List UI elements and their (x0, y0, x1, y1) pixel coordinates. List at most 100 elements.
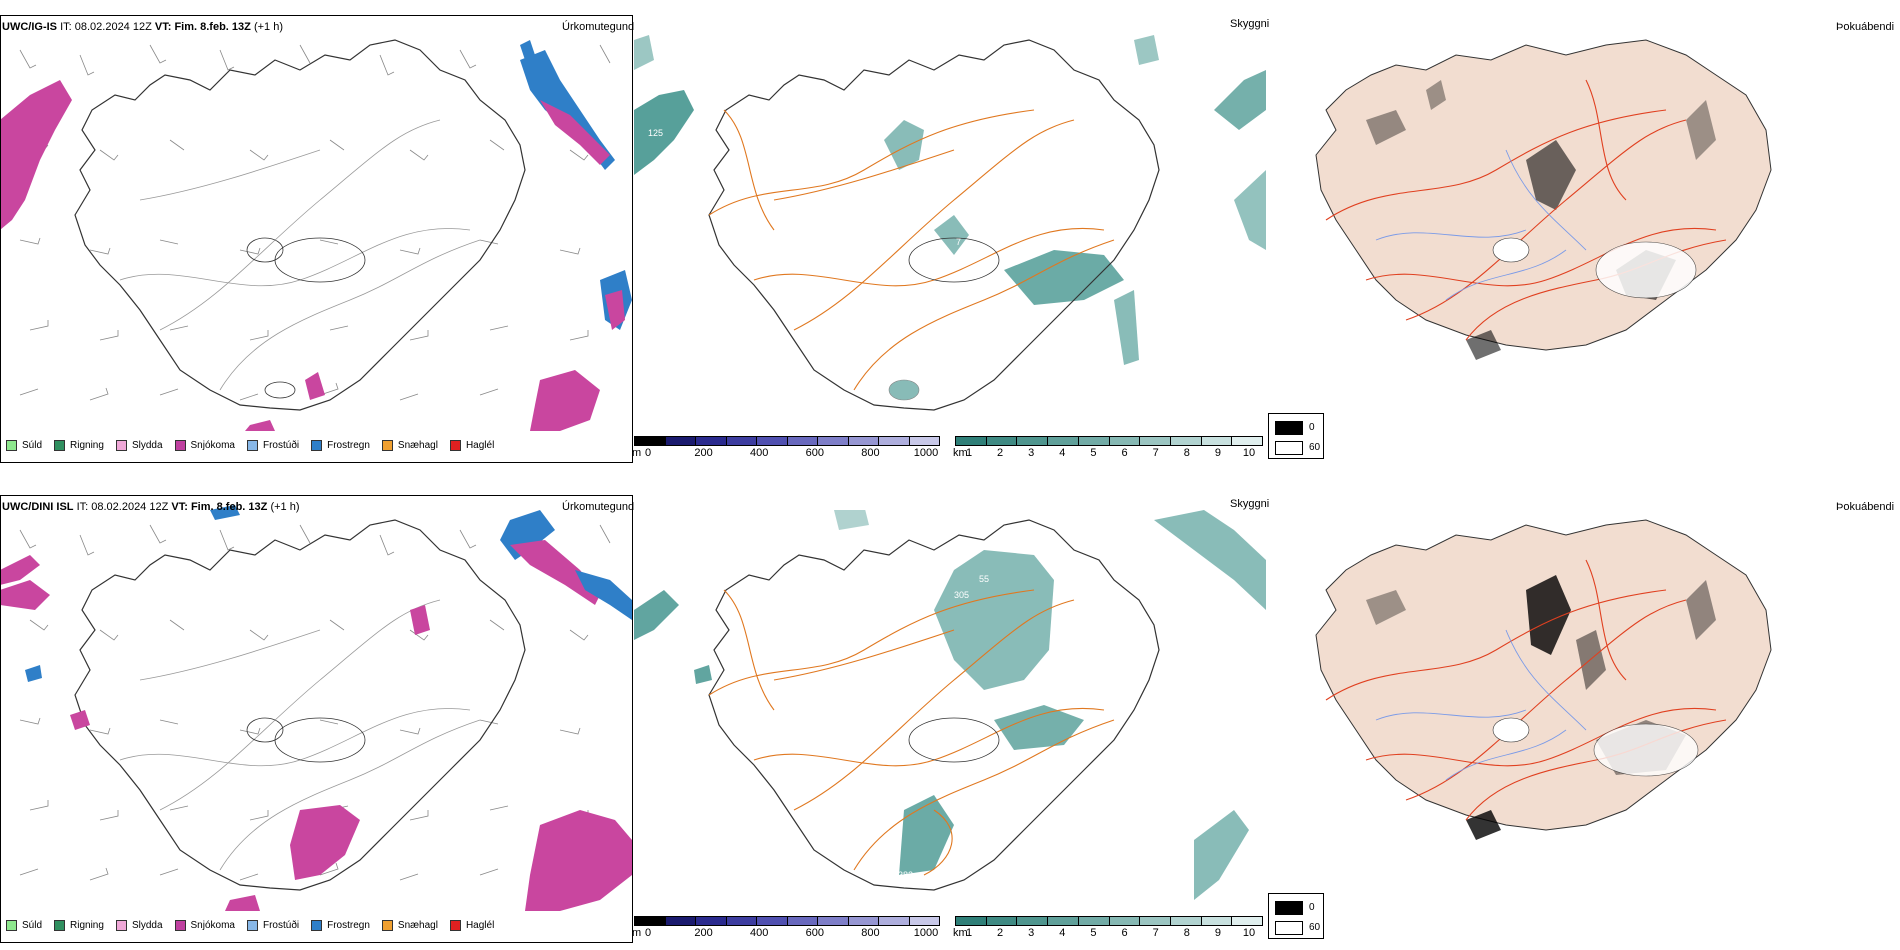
legend-label: Frostregn (327, 920, 370, 931)
legend-item: Frostregn (311, 920, 370, 931)
legend-label: Frostúði (262, 440, 300, 451)
legend-item: Súld (6, 440, 42, 451)
legend-swatch (246, 440, 258, 451)
colorbar-tick-label: 1 (965, 927, 973, 939)
legend-item: Súld (6, 920, 42, 931)
colorbar-segment (848, 917, 879, 925)
colorbar-segment (665, 917, 696, 925)
vt-label: VT: (171, 501, 188, 513)
fog-key-low: 0 (1309, 902, 1315, 913)
precip-legend: Súld Rigning Slydda Snjókoma Frostúði Frostre… (6, 920, 506, 931)
legend-label: Haglél (465, 920, 495, 931)
colorbar-tick-label: 400 (750, 927, 769, 939)
legend-label: Snjókoma (190, 920, 235, 931)
visibility-title: Skyggni (1230, 498, 1270, 510)
colorbar-segment (1201, 917, 1233, 925)
colorbar-tick-label: 400 (750, 447, 769, 459)
precip-map-row1 (1, 39, 632, 431)
fog-key-row1: 0 60 (1268, 413, 1324, 459)
colorbar-tick-label: 9 (1214, 927, 1221, 939)
colorbar-segment (665, 437, 696, 445)
fog-title: Þokuábendi (1836, 501, 1895, 513)
colorbar-tick-label: 2 (997, 447, 1004, 459)
legend-item: Snjókoma (174, 920, 235, 931)
colorbar-unit: km (953, 447, 968, 459)
colorbar-segment (1140, 437, 1171, 445)
legend-item: Rigning (54, 440, 104, 451)
legend-item: Haglél (449, 920, 495, 931)
it-value: 08.02.2024 12Z (91, 501, 169, 513)
legend-item: Haglél (449, 440, 494, 451)
colorbar-tick-label: 0 (644, 447, 652, 459)
legend-swatch (54, 920, 66, 931)
vt-value: Fim. 8.feb. 13Z (190, 501, 268, 513)
colorbar-segment (787, 437, 818, 445)
legend-item: Slydda (115, 440, 163, 451)
visibility-colorbar-row1 (955, 436, 1263, 446)
colorbar-segment (1078, 437, 1110, 445)
colorbar-tick-label: 6 (1121, 447, 1128, 459)
legend-swatch (115, 920, 127, 931)
map-label: 357 (956, 687, 971, 697)
map-label: 305 (954, 590, 969, 600)
colorbar-segment (757, 437, 788, 445)
legend-swatch (449, 920, 461, 931)
precip-legend: Súld Rigning Slydda Snjókoma Frostúði Frostre… (6, 440, 506, 451)
vt-value: Fim. 8.feb. 13Z (174, 21, 251, 33)
fog-map-row2 (1315, 519, 1772, 840)
vt-label: VT: (154, 21, 172, 33)
colorbar-unit: km (953, 927, 968, 939)
colorbar-segment (879, 917, 910, 925)
colorbar-tick-label: 800 (861, 447, 880, 459)
legend-swatch (115, 440, 127, 451)
legend-swatch (381, 440, 393, 451)
ceiling-colorbar-row2 (634, 916, 940, 926)
colorbar-segment (1201, 437, 1233, 445)
legend-item: Frostúði (246, 920, 299, 931)
colorbar-tick-label: 600 (805, 927, 824, 939)
fog-panel-row1: Þokuábendi (1266, 0, 1900, 470)
colorbar-tick-label: 5 (1090, 927, 1097, 939)
legend-item: Frostúði (246, 440, 300, 451)
colorbar-segment (956, 437, 987, 445)
precip-title: Úrkomutegund (562, 501, 635, 513)
colorbar-segment (696, 917, 727, 925)
map-label: 7 (956, 237, 961, 247)
colorbar-segment (1078, 917, 1110, 925)
legend-label: Rigning (70, 440, 104, 451)
legend-label: Súld (22, 920, 43, 931)
legend-item: Rigning (54, 920, 104, 931)
it-label: IT: (76, 501, 89, 513)
colorbar-segment (1232, 437, 1263, 445)
legend-item: Slydda (115, 920, 163, 931)
legend-swatch (54, 440, 66, 451)
visibility-title: Skyggni (1230, 18, 1270, 30)
colorbar-segment (1048, 437, 1079, 445)
colorbar-tick-label: 5 (1090, 447, 1097, 459)
colorbar-tick-label: 800 (861, 927, 880, 939)
colorbar-segment (848, 437, 879, 445)
visibility-map-row2: 382 357 305 55 31 (634, 510, 1266, 900)
fog-panel-row2: Þokuábendi (1266, 480, 1900, 950)
colorbar-tick-label: 2 (997, 927, 1004, 939)
legend-label: Slydda (131, 920, 163, 931)
model-name: UWC/IG-IS (2, 21, 57, 33)
colorbar-segment (635, 437, 666, 445)
ceiling-colorbar-row1 (634, 436, 940, 446)
it-label: IT: (60, 21, 72, 33)
colorbar-segment (1048, 917, 1079, 925)
fog-key-low: 0 (1309, 422, 1315, 433)
legend-item: Snæhagl (381, 440, 438, 451)
fog-title: Þokuábendi (1836, 21, 1895, 33)
colorbar-tick-label: 3 (1028, 447, 1035, 459)
colorbar-segment (1109, 437, 1141, 445)
colorbar-segment (909, 917, 939, 925)
precip-map-frame (0, 15, 633, 463)
colorbar-segment (818, 917, 849, 925)
colorbar-segment (696, 437, 727, 445)
fog-map-row1 (1315, 39, 1772, 360)
colorbar-tick-label: 200 (694, 447, 713, 459)
colorbar-tick-label: 1000 (913, 447, 939, 459)
colorbar-segment (1170, 437, 1202, 445)
colorbar-tick-label: 200 (694, 927, 713, 939)
